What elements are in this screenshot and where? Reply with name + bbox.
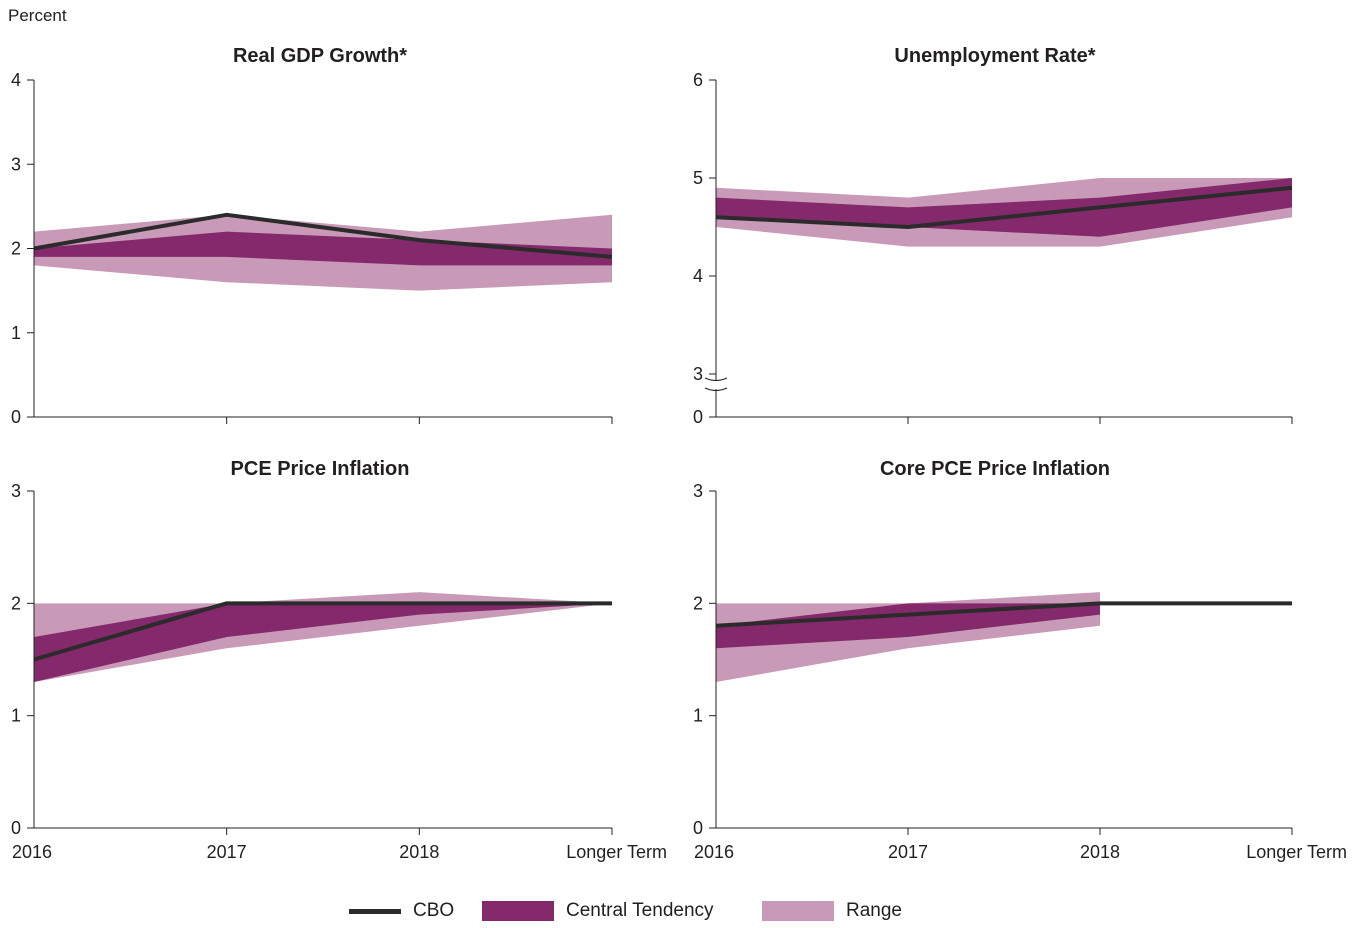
panel-1: Real GDP Growth* 0 1 2 3 4 (11, 45, 613, 427)
x-tick-label: 2016 (12, 842, 52, 862)
x-tick-label: 2016 (694, 842, 734, 862)
y-tick-label: 2 (11, 239, 21, 259)
y-tick-label: 4 (693, 266, 703, 286)
legend: CBO Central Tendency Range (0, 900, 1361, 928)
axis-break-mark (704, 377, 728, 381)
y-unit-label: Percent (8, 6, 67, 25)
legend-item-central: Central Tendency (482, 900, 714, 922)
cbo-line (33, 601, 612, 662)
x-tick-label: 2017 (207, 842, 247, 862)
legend-swatch-central (482, 901, 554, 921)
y-tick-label: 3 (693, 481, 703, 501)
y-tick-label: 1 (11, 706, 21, 726)
cbo-line (715, 185, 1293, 229)
panel-title: PCE Price Inflation (231, 458, 410, 480)
legend-swatch-cbo (349, 908, 401, 914)
y-tick-label: 0 (693, 407, 703, 427)
y-tick-label: 2 (11, 593, 21, 613)
panel-title: Real GDP Growth* (233, 45, 407, 67)
x-tick-label: 2018 (399, 842, 439, 862)
panel-4: Core PCE Price Inflation 0 1 2 3 2016 2017 2018… (693, 458, 1347, 862)
x-tick-label: Longer Term (566, 842, 667, 862)
y-tick-label: 2 (693, 593, 703, 613)
panel-2: Unemployment Rate* 0 3 4 5 6 (693, 45, 1293, 427)
y-tick-label: 0 (11, 818, 21, 838)
x-tick-label: 2018 (1080, 842, 1120, 862)
y-tick-label: 1 (693, 706, 703, 726)
cbo-line (33, 212, 613, 259)
y-tick-label: 0 (693, 818, 703, 838)
cbo-line (715, 601, 1292, 628)
y-tick-label: 4 (11, 70, 21, 90)
central-tendency-band (716, 603, 1100, 649)
chart-grid: Real GDP Growth* 0 1 2 3 4 Unemployment Rate* 0… (11, 45, 1347, 862)
legend-item-range: Range (762, 900, 902, 922)
y-tick-label: 6 (693, 70, 703, 90)
panel-3: PCE Price Inflation 0 1 2 3 2016 2017 2018 Longe… (11, 458, 667, 862)
x-tick-label: Longer Term (1246, 842, 1347, 862)
legend-label-central: Central Tendency (566, 900, 714, 921)
legend-item-cbo: CBO (349, 900, 454, 922)
y-tick-label: 3 (11, 481, 21, 501)
y-tick-label: 3 (11, 154, 21, 174)
axis-break-mark (704, 387, 728, 391)
legend-swatch-range (762, 901, 834, 921)
y-tick-label: 3 (693, 364, 703, 384)
legend-label-range: Range (846, 900, 902, 921)
y-tick-label: 5 (693, 168, 703, 188)
x-tick-label: 2017 (888, 842, 928, 862)
y-tick-label: 1 (11, 323, 21, 343)
legend-label-cbo: CBO (413, 900, 455, 921)
panel-title: Core PCE Price Inflation (880, 458, 1110, 480)
panel-title: Unemployment Rate* (894, 45, 1095, 67)
central-tendency-band (34, 603, 612, 682)
central-tendency-band (716, 178, 1292, 237)
central-tendency-band (34, 231, 612, 266)
y-tick-label: 0 (11, 407, 21, 427)
